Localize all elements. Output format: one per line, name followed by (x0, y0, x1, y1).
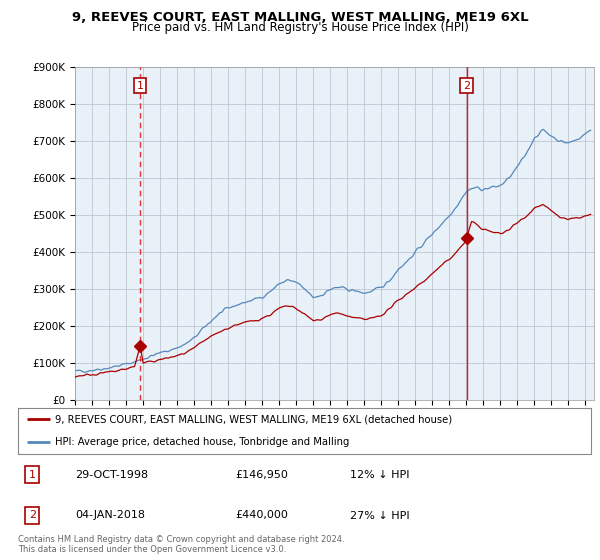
Text: 1: 1 (137, 81, 143, 91)
Text: 2: 2 (29, 511, 36, 520)
Text: Contains HM Land Registry data © Crown copyright and database right 2024.
This d: Contains HM Land Registry data © Crown c… (18, 535, 344, 554)
Text: 04-JAN-2018: 04-JAN-2018 (76, 511, 145, 520)
Text: 9, REEVES COURT, EAST MALLING, WEST MALLING, ME19 6XL (detached house): 9, REEVES COURT, EAST MALLING, WEST MALL… (55, 414, 452, 424)
Text: £146,950: £146,950 (236, 470, 289, 479)
Text: HPI: Average price, detached house, Tonbridge and Malling: HPI: Average price, detached house, Tonb… (55, 437, 350, 447)
Text: 29-OCT-1998: 29-OCT-1998 (76, 470, 148, 479)
Text: 12% ↓ HPI: 12% ↓ HPI (350, 470, 410, 479)
Text: 2: 2 (463, 81, 470, 91)
Text: 9, REEVES COURT, EAST MALLING, WEST MALLING, ME19 6XL: 9, REEVES COURT, EAST MALLING, WEST MALL… (71, 11, 529, 24)
Text: 1: 1 (29, 470, 36, 479)
Text: £440,000: £440,000 (236, 511, 289, 520)
Text: 27% ↓ HPI: 27% ↓ HPI (350, 511, 410, 520)
Text: Price paid vs. HM Land Registry's House Price Index (HPI): Price paid vs. HM Land Registry's House … (131, 21, 469, 34)
